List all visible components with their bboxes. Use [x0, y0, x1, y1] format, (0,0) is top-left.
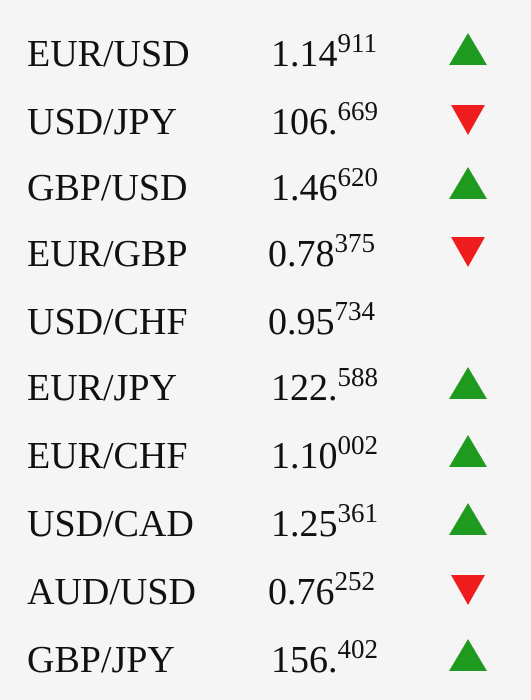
arrow-up-icon: [448, 638, 488, 672]
rate-row: GBP/JPY 156.402: [0, 634, 531, 694]
rate-pip-digits: 375: [334, 228, 376, 258]
rate-value: 1.46620: [271, 162, 378, 211]
arrow-up-icon: [448, 32, 488, 66]
rate-row: EUR/CHF 1.10002: [0, 430, 531, 490]
currency-pair-label: EUR/USD: [27, 33, 190, 75]
rate-main-digits: 1.10: [271, 435, 338, 477]
arrow-up-icon: [448, 502, 488, 536]
rate-main-digits: 106.: [271, 101, 338, 143]
rate-value: 106.669: [271, 96, 378, 145]
rate-pip-digits: 734: [334, 296, 376, 326]
arrow-up-icon: [448, 366, 488, 400]
rate-value: 0.76252: [268, 566, 375, 615]
currency-pair-label: USD/CHF: [27, 301, 188, 343]
rate-main-digits: 1.46: [271, 167, 338, 209]
rate-row: GBP/USD 1.46620: [0, 162, 531, 222]
rate-row: USD/JPY 106.669: [0, 96, 531, 156]
rate-pip-digits: 669: [337, 96, 379, 126]
rate-pip-digits: 252: [334, 566, 376, 596]
rate-pip-digits: 911: [337, 28, 378, 58]
arrow-up-icon: [448, 166, 488, 200]
currency-pair-label: USD/CAD: [27, 503, 194, 545]
currency-pair-label: EUR/GBP: [27, 233, 188, 275]
rate-value: 156.402: [271, 634, 378, 683]
currency-pair-label: GBP/USD: [27, 167, 188, 209]
rate-pip-digits: 002: [337, 430, 379, 460]
currency-pair-label: GBP/JPY: [27, 639, 175, 681]
currency-pair-label: EUR/JPY: [27, 367, 177, 409]
rate-value: 0.95734: [268, 296, 375, 345]
arrow-down-icon: [448, 236, 488, 270]
rate-main-digits: 1.14: [271, 33, 338, 75]
currency-pair-label: EUR/CHF: [27, 435, 188, 477]
rate-main-digits: 1.25: [271, 503, 338, 545]
rate-value: 1.10002: [271, 430, 378, 479]
currency-pair-label: AUD/USD: [27, 571, 196, 613]
rate-pip-digits: 588: [337, 362, 379, 392]
rate-pip-digits: 402: [337, 634, 379, 664]
rate-value: 0.78375: [268, 228, 375, 277]
arrow-down-icon: [448, 574, 488, 608]
rate-pip-digits: 620: [337, 162, 379, 192]
arrow-down-icon: [448, 104, 488, 138]
rate-value: 1.25361: [271, 498, 378, 547]
rate-value: 122.588: [271, 362, 378, 411]
rate-row: USD/CAD 1.25361: [0, 498, 531, 558]
rate-row: EUR/GBP 0.78375: [0, 228, 531, 288]
rate-main-digits: 0.78: [268, 233, 335, 275]
rate-pip-digits: 361: [337, 498, 379, 528]
rate-main-digits: 0.76: [268, 571, 335, 613]
arrow-up-icon: [448, 434, 488, 468]
rate-main-digits: 0.95: [268, 301, 335, 343]
rate-row: EUR/USD 1.14911: [0, 28, 531, 88]
rate-main-digits: 156.: [271, 639, 338, 681]
currency-pair-label: USD/JPY: [27, 101, 177, 143]
rate-row: EUR/JPY 122.588: [0, 362, 531, 422]
rate-row: USD/CHF 0.95734: [0, 296, 531, 356]
rate-value: 1.14911: [271, 28, 377, 77]
rate-row: AUD/USD 0.76252: [0, 566, 531, 626]
rate-main-digits: 122.: [271, 367, 338, 409]
